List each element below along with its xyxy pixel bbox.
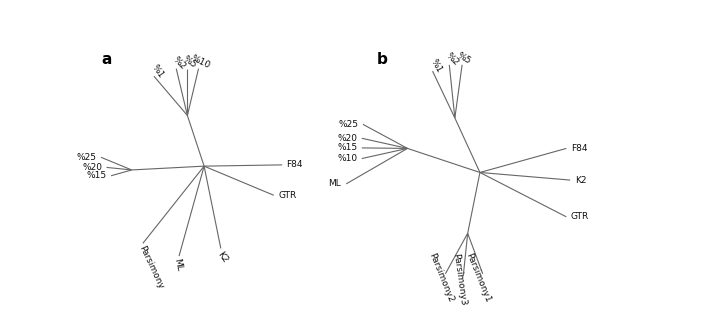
Text: a: a: [101, 52, 111, 67]
Text: %5: %5: [456, 51, 473, 66]
Text: %2: %2: [171, 55, 188, 71]
Text: %20: %20: [337, 134, 357, 143]
Text: %20: %20: [82, 163, 102, 172]
Text: %1: %1: [429, 58, 444, 75]
Text: %2: %2: [444, 51, 461, 67]
Text: %15: %15: [86, 171, 106, 180]
Text: %10: %10: [337, 154, 357, 163]
Text: %10: %10: [189, 54, 211, 70]
Text: %5: %5: [181, 55, 198, 70]
Text: %25: %25: [76, 153, 96, 162]
Text: ML: ML: [328, 179, 341, 189]
Text: %15: %15: [337, 143, 357, 152]
Text: ML: ML: [173, 257, 184, 272]
Text: F84: F84: [571, 144, 587, 153]
Text: Parsimony1: Parsimony1: [464, 252, 493, 304]
Text: Parsimony3: Parsimony3: [451, 253, 467, 306]
Text: K2: K2: [216, 250, 229, 264]
Text: Parsimony: Parsimony: [137, 245, 165, 291]
Text: Parsimony2: Parsimony2: [427, 252, 455, 304]
Text: b: b: [377, 52, 388, 67]
Text: %1: %1: [150, 63, 165, 80]
Text: GTR: GTR: [571, 212, 589, 221]
Text: %25: %25: [339, 120, 359, 129]
Text: F84: F84: [287, 160, 303, 169]
Text: K2: K2: [574, 176, 586, 185]
Text: GTR: GTR: [278, 191, 296, 200]
